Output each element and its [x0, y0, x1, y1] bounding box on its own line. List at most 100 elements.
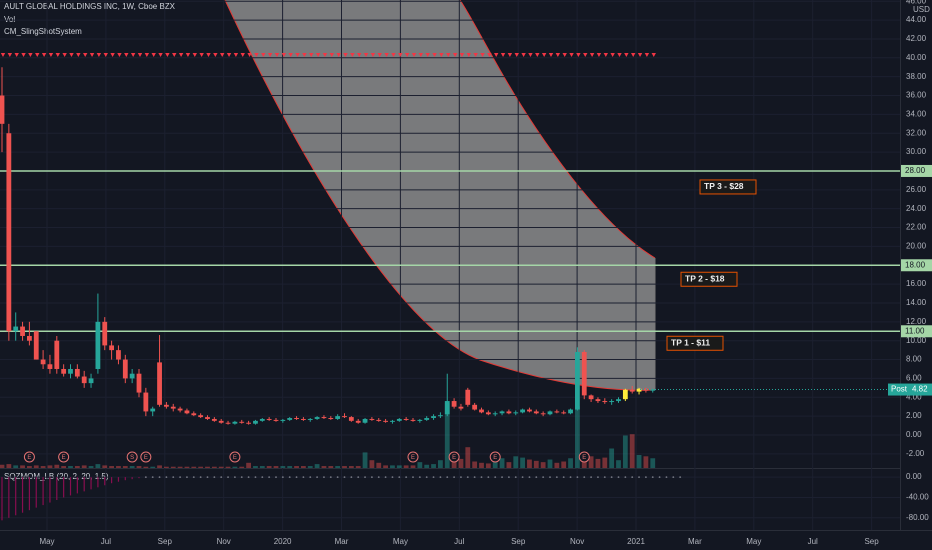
signal-marker: [357, 53, 362, 57]
candle-body: [287, 418, 293, 420]
signal-marker: [329, 53, 334, 57]
volume-bar: [499, 458, 505, 468]
squeeze-dot: [645, 476, 647, 479]
x-tick-label: 2020: [274, 537, 292, 546]
signal-marker: [514, 53, 519, 57]
event-label: S: [130, 455, 134, 461]
oscillator-bar: [42, 477, 44, 506]
signal-marker: [213, 53, 218, 57]
candle-body: [506, 411, 512, 414]
squeeze-dot: [583, 476, 586, 479]
event-marker: [140, 451, 152, 463]
level-price-tag: [901, 259, 932, 272]
candle-body: [499, 411, 505, 414]
squeeze-dot: [665, 476, 668, 479]
volume-bar: [13, 465, 19, 468]
y-tick-label: 40.00: [906, 53, 927, 62]
squeeze-dot: [254, 476, 257, 479]
squeeze-dot: [405, 476, 408, 479]
symbol-title: AULT GLOBAL HOLDINGS INC, 1W, Cboe BZX: [4, 2, 176, 11]
x-tick-label: Mar: [688, 537, 702, 546]
candle-body: [129, 373, 135, 379]
volume-bar: [143, 466, 149, 468]
squeeze-dot: [371, 476, 373, 479]
volume-bar: [239, 466, 245, 468]
signal-marker: [302, 53, 307, 57]
signal-marker: [247, 53, 252, 57]
candle-body: [540, 413, 546, 415]
candle-body: [321, 417, 327, 419]
squeeze-dot: [275, 476, 277, 479]
signal-marker: [199, 53, 204, 57]
signal-marker: [370, 53, 376, 57]
volume-bar: [0, 464, 5, 468]
squeeze-dot: [227, 476, 229, 479]
signal-marker: [103, 53, 108, 57]
candle-body: [280, 419, 286, 421]
candle-body: [6, 133, 12, 332]
squeeze-dot: [213, 476, 216, 479]
candle-body: [198, 415, 204, 418]
squeeze-dot: [391, 476, 394, 479]
signal-marker: [473, 53, 478, 57]
oscillator-bar: [56, 477, 58, 501]
signal-marker: [7, 53, 13, 57]
candle-body: [527, 409, 532, 412]
squeeze-dot: [590, 476, 592, 479]
squeeze-dot: [309, 476, 312, 479]
volume-bar: [191, 466, 197, 468]
signal-marker: [0, 53, 6, 57]
squeeze-dot: [261, 476, 264, 479]
oscillator-bar: [83, 477, 85, 492]
band-upper: [459, 0, 656, 259]
oscillator-bar: [138, 477, 140, 479]
y-tick-label: 10.00: [906, 336, 927, 345]
signal-marker: [610, 53, 615, 57]
candle-body: [492, 413, 498, 415]
volume-bar: [575, 406, 580, 468]
candle-body: [410, 419, 416, 421]
squeeze-dot: [528, 476, 531, 479]
candle-body: [396, 418, 402, 421]
volume-bar: [616, 460, 621, 468]
squeeze-dot: [323, 476, 325, 479]
volume-bar: [102, 465, 108, 468]
x-tick-label: Nov: [570, 537, 584, 546]
volume-bar: [109, 466, 114, 468]
x-tick-label: Mar: [335, 537, 349, 546]
squeeze-dot: [336, 476, 339, 479]
axes: 46.00 44.00 42.00 40.00 38.00 36.00 34.00 32.00…: [39, 0, 932, 546]
squeeze-dot: [658, 476, 661, 479]
signal-marker: [624, 53, 629, 57]
squeeze-dot: [672, 476, 675, 479]
y-tick-label: -2.00: [906, 449, 925, 458]
squeeze-dot: [329, 476, 332, 479]
signal-marker: [35, 53, 40, 57]
candle-body: [74, 368, 80, 377]
candle-body: [369, 418, 375, 420]
squeeze-dot: [179, 476, 182, 479]
candle-body: [143, 392, 149, 412]
squeeze-dot: [302, 476, 305, 479]
x-tick-label: Jul: [808, 537, 818, 546]
level-price-label: 11.00: [905, 326, 925, 335]
squeeze-dot: [268, 476, 271, 479]
volume-bar: [68, 466, 73, 468]
target-box: [699, 179, 757, 195]
y-tick-label: 4.00: [906, 392, 922, 401]
candle-body: [650, 389, 656, 391]
event-label: E: [62, 455, 66, 461]
squeeze-dot: [480, 476, 483, 479]
candle-body: [383, 420, 388, 422]
volume-bar: [403, 465, 409, 468]
signal-marker: [130, 53, 136, 57]
event-label: E: [582, 455, 586, 461]
signal-marker: [391, 53, 396, 57]
volume-bar: [157, 465, 162, 468]
target-box: [666, 335, 724, 351]
y-tick-label: 34.00: [906, 109, 927, 118]
signal-marker: [206, 53, 211, 57]
squeeze-dot: [412, 476, 414, 479]
volume-bar: [438, 460, 443, 468]
squeeze-dot: [597, 476, 599, 479]
